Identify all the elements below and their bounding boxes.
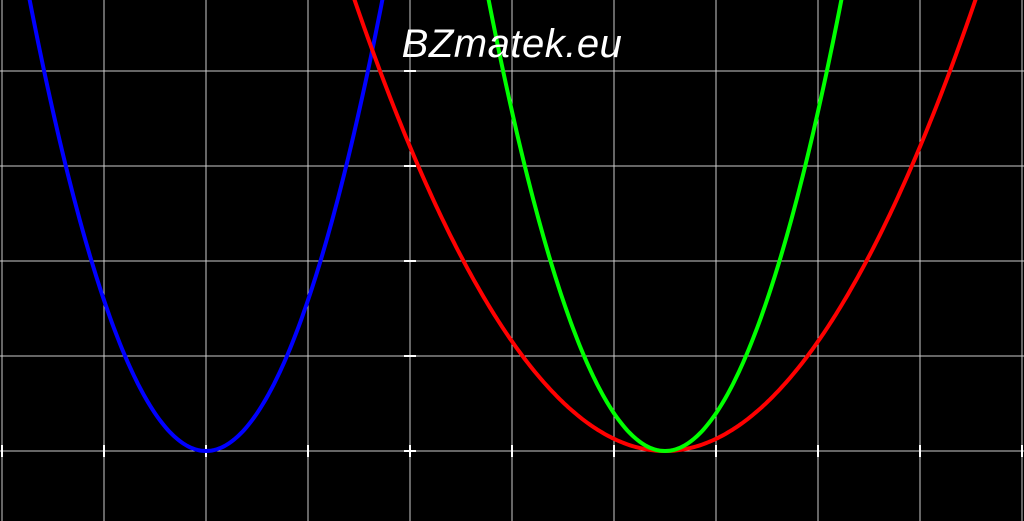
parabola-chart: BZmatek.eu (0, 0, 1024, 521)
chart-canvas (0, 0, 1024, 521)
